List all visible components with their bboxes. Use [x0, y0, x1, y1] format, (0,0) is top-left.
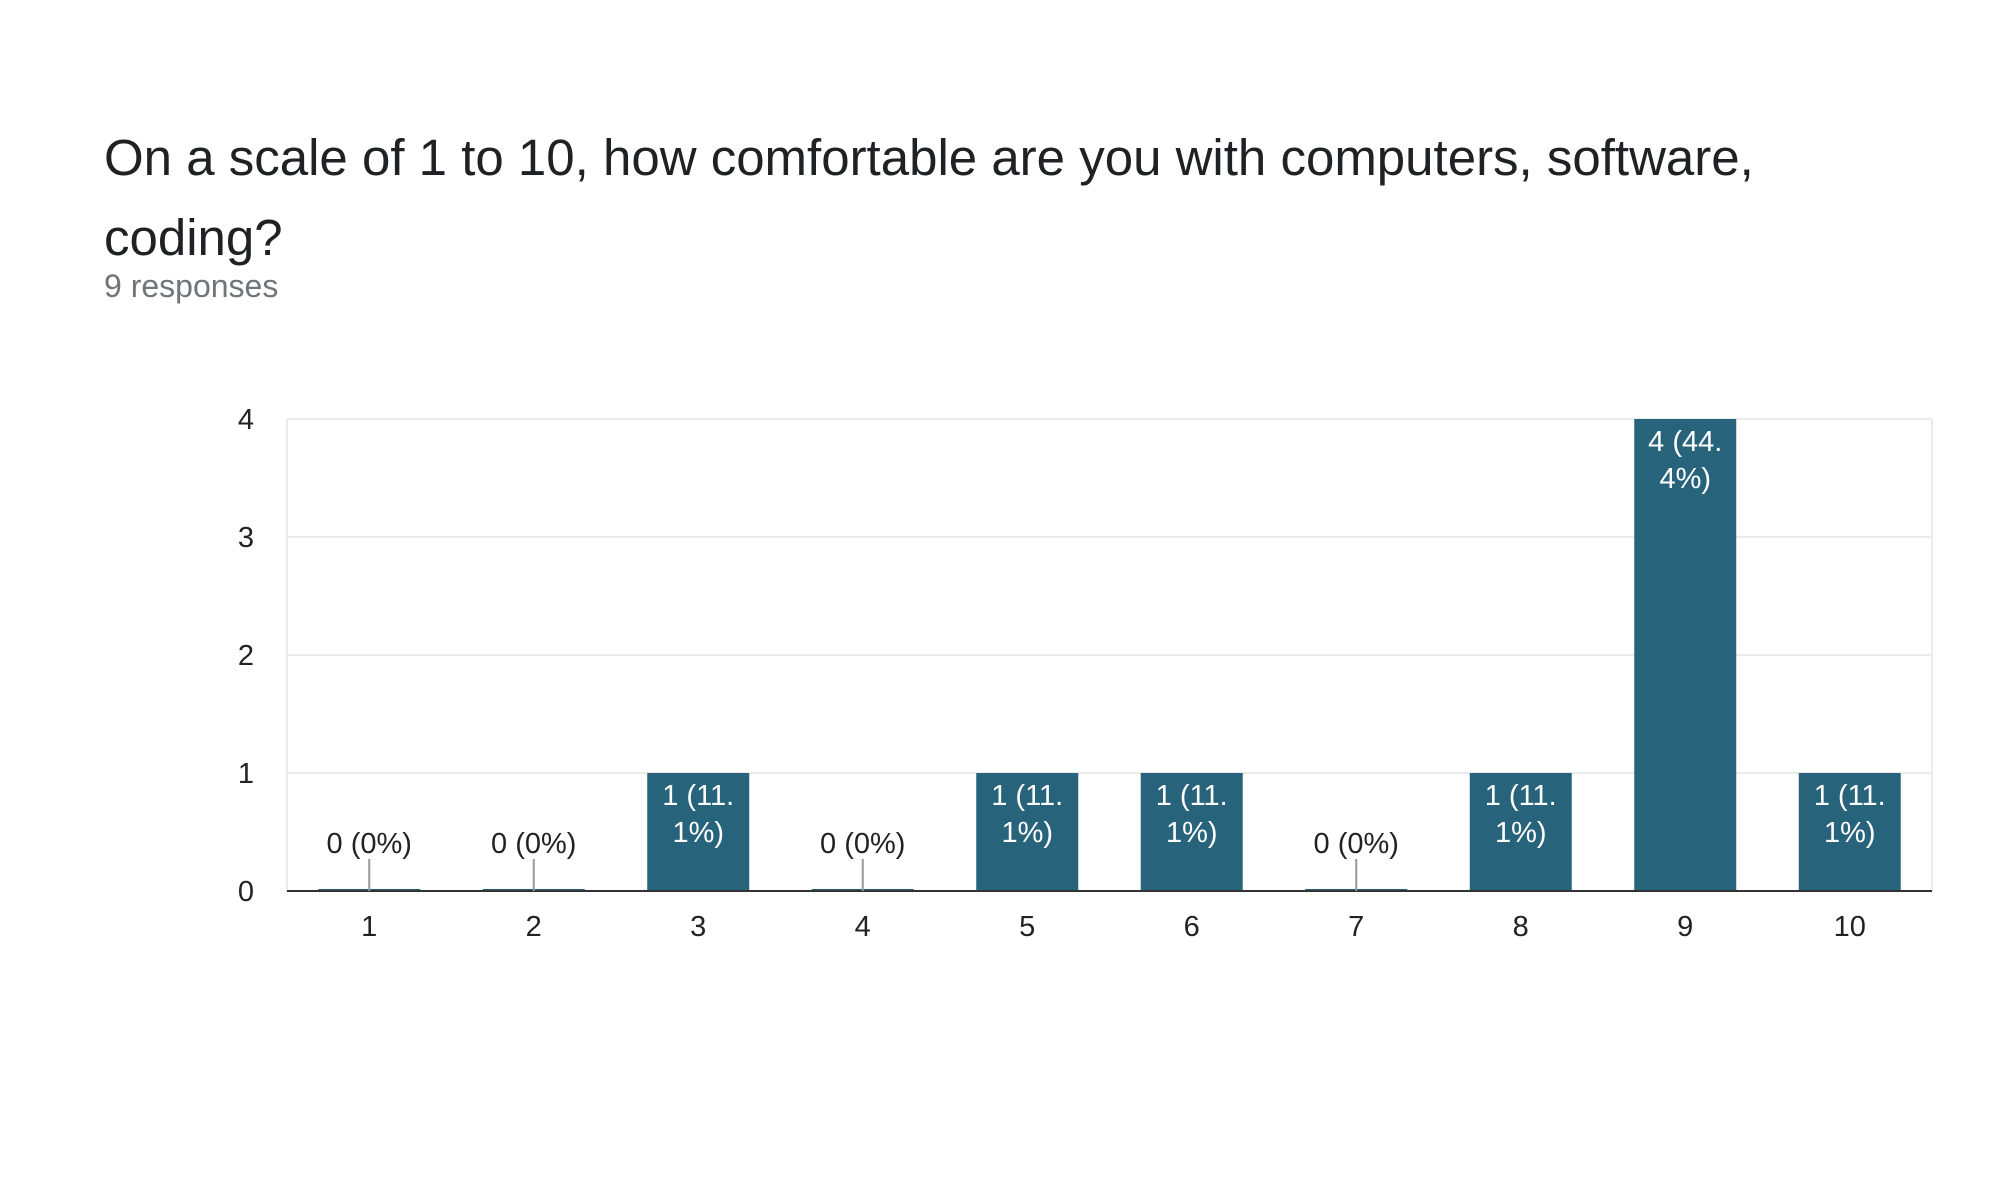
data-label-line: 1 (11.	[991, 780, 1063, 812]
data-label: 4 (44. 4%)	[1648, 426, 1722, 495]
x-tick-label: 1	[361, 911, 377, 943]
bar	[1634, 419, 1737, 891]
y-tick-label: 2	[238, 640, 254, 672]
x-tick-label: 4	[855, 911, 871, 943]
bars	[318, 419, 1901, 891]
bar	[1798, 773, 1901, 891]
data-label: 1 (11. 1%)	[1814, 780, 1886, 849]
bar	[1469, 773, 1572, 891]
y-tick-label: 1	[238, 758, 254, 790]
data-label-line: 1%)	[672, 817, 724, 849]
data-labels: 0 (0%) 0 (0%)1 (11. 1%) 0 (0%)1 (11. 1%)1 (1…	[327, 426, 1886, 891]
data-label-line: 1 (11.	[1156, 780, 1228, 812]
bar	[647, 773, 750, 891]
y-tick-label: 4	[238, 404, 254, 436]
data-label: 0 (0%)	[1314, 828, 1399, 860]
data-label: 1 (11. 1%)	[991, 780, 1063, 849]
data-label: 1 (11. 1%)	[1485, 780, 1557, 849]
data-label: 0 (0%)	[820, 828, 905, 860]
x-tick-label: 5	[1019, 911, 1035, 943]
x-tick-label: 7	[1348, 911, 1364, 943]
data-label-line: 1 (11.	[662, 780, 734, 812]
x-tick-label: 3	[690, 911, 706, 943]
data-label-line: 1%)	[1824, 817, 1876, 849]
x-axis-ticks: 1 2 3 4 5 6 7 8 9 10	[361, 911, 1866, 943]
x-tick-label: 9	[1677, 911, 1693, 943]
data-label: 0 (0%)	[491, 828, 576, 860]
data-label-line: 1%)	[1001, 817, 1053, 849]
question-title: On a scale of 1 to 10, how comfortable a…	[104, 129, 1754, 266]
x-tick-label: 8	[1513, 911, 1529, 943]
y-tick-label: 0	[238, 876, 254, 908]
x-tick-label: 10	[1834, 911, 1866, 943]
data-label-line: 1 (11.	[1485, 780, 1557, 812]
data-label-line: 1%)	[1166, 817, 1218, 849]
response-count: 9 responses	[104, 268, 279, 304]
data-label-line: 4 (44.	[1648, 426, 1722, 458]
bar	[976, 773, 1079, 891]
x-tick-label: 2	[526, 911, 542, 943]
data-label-line: 1%)	[1495, 817, 1547, 849]
data-label: 1 (11. 1%)	[662, 780, 734, 849]
data-label: 1 (11. 1%)	[1156, 780, 1228, 849]
x-tick-label: 6	[1184, 911, 1200, 943]
y-tick-label: 3	[238, 522, 254, 554]
data-label-line: 4%)	[1659, 463, 1711, 495]
y-axis-ticks: 0 1 2 3 4	[238, 404, 254, 908]
data-label-line: 1 (11.	[1814, 780, 1886, 812]
data-label: 0 (0%)	[327, 828, 412, 860]
bar	[1140, 773, 1243, 891]
